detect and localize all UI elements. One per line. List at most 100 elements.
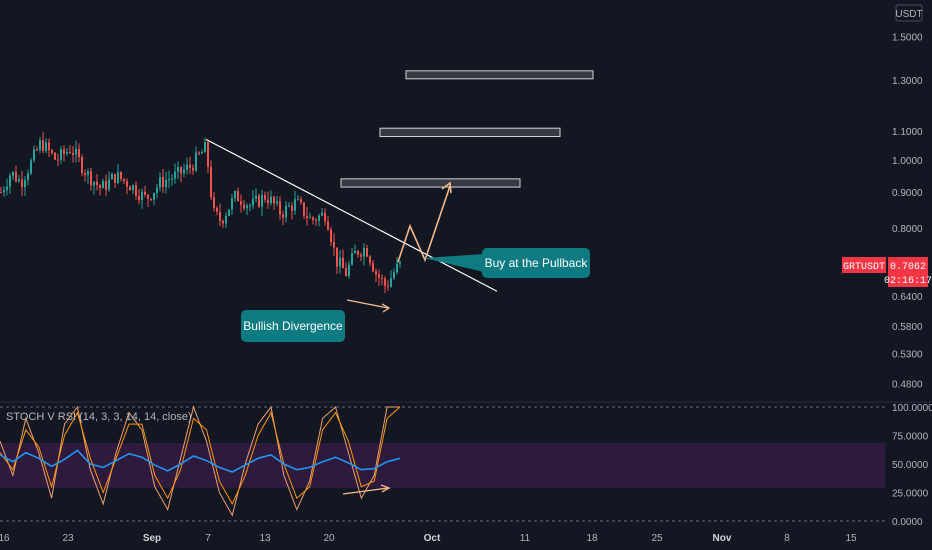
candle-up	[171, 178, 173, 180]
candle-up	[204, 142, 206, 153]
projection-arrow-head	[441, 181, 452, 194]
candle-down	[303, 202, 305, 216]
candle-up	[24, 180, 26, 188]
divergence-indicator-arrow[interactable]	[342, 487, 389, 495]
candle-down	[324, 212, 326, 222]
candle-up	[75, 148, 77, 155]
indicator-pane[interactable]: STOCH V RSI (14, 3, 3, 14, 14, close) 10…	[0, 403, 932, 528]
candle-up	[255, 195, 257, 199]
candle-up	[288, 205, 290, 207]
resistance-zones[interactable]	[340, 70, 594, 188]
candle-up	[396, 263, 398, 273]
candle-down	[138, 195, 140, 201]
candle-down	[90, 170, 92, 186]
divergence-callout[interactable]: Bullish Divergence	[241, 310, 345, 342]
stoch-d-line	[0, 406, 401, 506]
resistance-zone[interactable]	[379, 127, 561, 138]
currency-badge-label: USDT	[895, 9, 922, 20]
rsi-middle-band	[0, 443, 885, 488]
indicator-tick-label: 0.0000	[892, 517, 923, 528]
candle-down	[279, 201, 281, 215]
candle-down	[264, 194, 266, 200]
last-price-label: 0.7062	[890, 262, 926, 273]
candle-up	[174, 171, 176, 179]
candle-down	[78, 148, 80, 158]
candle-down	[63, 149, 65, 154]
candle-down	[381, 277, 383, 279]
date-tick-label: 16	[0, 533, 10, 544]
candle-down	[105, 180, 107, 190]
candle-up	[228, 209, 230, 216]
resistance-zone[interactable]	[405, 70, 594, 80]
candle-up	[30, 160, 32, 174]
descending-trendline[interactable]	[205, 138, 498, 292]
candle-up	[276, 201, 278, 204]
date-tick-label: Sep	[143, 533, 161, 544]
candle-down	[213, 197, 215, 208]
candle-up	[132, 185, 134, 191]
candle-down	[96, 181, 98, 185]
candle-down	[291, 205, 293, 211]
candle-up	[294, 199, 296, 211]
price-tick-label: 1.0000	[892, 156, 923, 167]
candle-down	[327, 221, 329, 230]
candle-down	[114, 174, 116, 183]
price-tick-label: 0.4800	[892, 380, 923, 391]
indicator-tick-label: 100.0000	[892, 403, 932, 414]
divergence-price-arrow[interactable]	[346, 299, 389, 309]
candle-up	[33, 149, 35, 161]
candle-down	[15, 171, 17, 182]
currency-badge: USDT	[895, 4, 923, 22]
candle-down	[48, 142, 50, 151]
price-tick-label: 1.3000	[892, 76, 923, 87]
buy-callout[interactable]: Buy at the Pullback	[424, 248, 590, 278]
candle-down	[243, 204, 245, 209]
candle-up	[201, 152, 203, 154]
candle-up	[111, 174, 113, 180]
candle-down	[72, 152, 74, 155]
indicator-title: STOCH V RSI (14, 3, 3, 14, 14, close)	[6, 411, 192, 423]
time-axis[interactable]: 16 23 Sep 7 13 20 Oct 11 18 25 Nov 8 15	[0, 533, 857, 544]
candle-down	[42, 140, 44, 152]
price-tick-label: 0.6400	[892, 292, 923, 303]
date-tick-label: 25	[651, 533, 663, 544]
candle-down	[135, 185, 137, 196]
price-axis[interactable]: 1.5000 1.3000 1.1000 1.0000 0.9000 0.8000 0.64…	[892, 32, 923, 390]
resistance-zone[interactable]	[340, 178, 521, 188]
candle-down	[207, 142, 209, 167]
date-tick-label: 7	[205, 533, 211, 544]
candle-up	[45, 142, 47, 152]
candle-down	[384, 278, 386, 286]
indicator-lines	[0, 405, 401, 517]
divergence-indicator-arrow-head	[380, 484, 391, 493]
candle-down	[222, 220, 224, 224]
projection-zigzag-arrow[interactable]	[397, 185, 451, 263]
candle-down	[312, 217, 314, 221]
candle-down	[81, 157, 83, 174]
indicator-axis[interactable]: 100.0000 75.0000 50.0000 25.0000 0.0000	[892, 403, 932, 528]
candle-down	[216, 207, 218, 212]
candle-down	[69, 151, 71, 153]
candle-down	[300, 199, 302, 203]
date-tick-label: 18	[586, 533, 598, 544]
candle-up	[93, 181, 95, 186]
candle-down	[120, 171, 122, 179]
candle-up	[9, 175, 11, 187]
candle-down	[162, 177, 164, 188]
candle-down	[375, 271, 377, 275]
price-tick-label: 0.5800	[892, 322, 923, 333]
date-tick-label: 13	[259, 533, 271, 544]
countdown-label: 02:16:17	[884, 276, 932, 287]
candle-down	[366, 247, 368, 257]
candle-down	[150, 198, 152, 200]
main-price-pane[interactable]: Buy at the Pullback Bullish Divergence	[0, 70, 594, 342]
candle-up	[39, 140, 41, 150]
divergence-price-arrow-head	[381, 303, 391, 313]
candle-up	[102, 180, 104, 189]
candle-up	[6, 186, 8, 190]
candle-up	[246, 205, 248, 209]
candle-down	[267, 199, 269, 204]
candle-down	[345, 268, 347, 276]
date-tick-label: Oct	[424, 533, 441, 544]
